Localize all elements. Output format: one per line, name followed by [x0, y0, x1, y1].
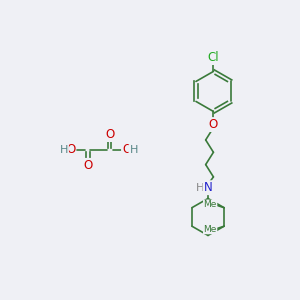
Text: O: O — [66, 143, 76, 157]
Text: Cl: Cl — [208, 51, 219, 64]
Text: O: O — [209, 118, 218, 131]
Text: Me: Me — [203, 225, 217, 234]
Text: Me: Me — [203, 200, 217, 209]
Text: H: H — [60, 145, 68, 155]
Text: O: O — [122, 143, 131, 157]
Text: H: H — [196, 183, 204, 193]
Text: O: O — [83, 159, 92, 172]
Text: O: O — [105, 128, 114, 141]
Text: H: H — [129, 145, 138, 155]
Text: N: N — [204, 181, 212, 194]
